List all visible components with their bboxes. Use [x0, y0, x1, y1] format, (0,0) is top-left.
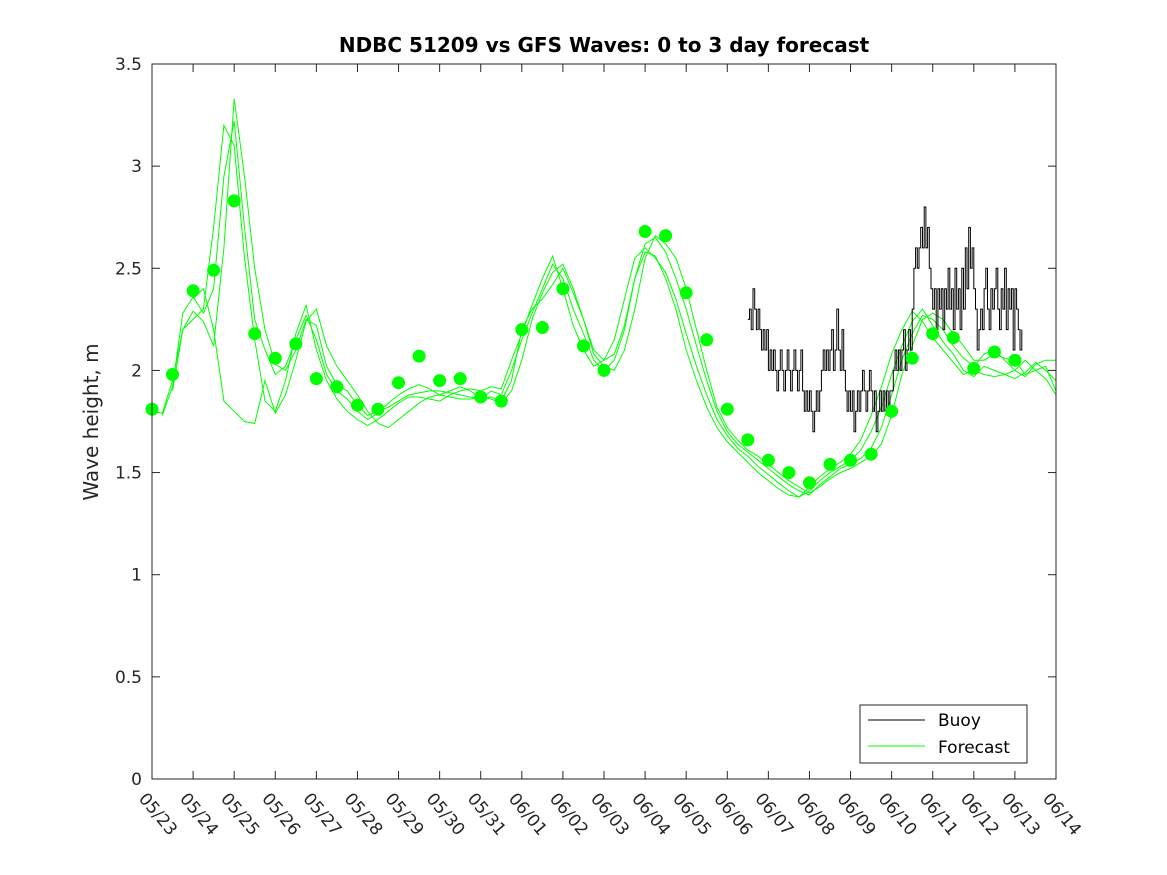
- chart-title: NDBC 51209 vs GFS Waves: 0 to 3 day fore…: [339, 33, 870, 57]
- forecast-marker-42: [1008, 353, 1022, 367]
- forecast-marker-33: [823, 457, 837, 471]
- legend-box: [859, 704, 1028, 764]
- y-tick-label: 2: [131, 361, 142, 381]
- y-tick-label: 3.5: [115, 55, 142, 75]
- forecast-marker-40: [967, 361, 981, 375]
- forecast-marker-23: [597, 363, 611, 377]
- forecast-marker-3: [186, 284, 200, 298]
- forecast-marker-9: [309, 372, 323, 386]
- forecast-marker-34: [844, 453, 857, 467]
- forecast-markers: [145, 194, 1022, 490]
- forecast-marker-12: [371, 402, 385, 416]
- forecast-marker-38: [926, 327, 940, 341]
- forecast-marker-16: [453, 372, 467, 386]
- forecast-marker-20: [535, 321, 549, 334]
- buoy-lines: [747, 206, 1023, 433]
- forecast-marker-15: [433, 374, 447, 388]
- forecast-marker-36: [885, 404, 899, 418]
- forecast-marker-39: [946, 331, 960, 345]
- forecast-marker-25: [659, 229, 673, 243]
- y-tick-label: 0: [131, 770, 142, 790]
- forecast-marker-26: [679, 286, 693, 300]
- buoy-line: [747, 206, 1023, 433]
- forecast-marker-22: [577, 339, 590, 353]
- forecast-marker-24: [638, 225, 652, 238]
- forecast-marker-13: [392, 376, 405, 390]
- forecast-marker-28: [720, 402, 734, 416]
- forecast-marker-27: [700, 333, 714, 347]
- forecast-marker-5: [227, 194, 241, 208]
- y-tick-label: 1: [131, 566, 142, 586]
- forecast-marker-18: [494, 394, 508, 408]
- legend-forecast-label: Forecast: [938, 738, 1010, 758]
- forecast-marker-17: [474, 390, 488, 404]
- forecast-marker-41: [987, 345, 1001, 359]
- y-axis-label: Wave height, m: [79, 343, 103, 500]
- legend-buoy-label: Buoy: [938, 711, 981, 731]
- y-tick-label: 1.5: [115, 464, 142, 484]
- forecast-marker-8: [289, 337, 303, 351]
- forecast-marker-31: [782, 466, 796, 480]
- forecast-marker-14: [412, 349, 426, 363]
- forecast-marker-32: [803, 476, 816, 490]
- forecast-marker-10: [330, 380, 344, 394]
- forecast-marker-21: [556, 282, 570, 296]
- y-tick-label: 3: [131, 157, 142, 177]
- forecast-marker-11: [351, 398, 364, 412]
- forecast-marker-19: [515, 323, 529, 337]
- forecast-marker-4: [207, 263, 221, 277]
- forecast-marker-2: [166, 368, 179, 381]
- forecast-marker-35: [864, 447, 878, 461]
- y-tick-label: 2.5: [115, 259, 142, 279]
- forecast-marker-30: [761, 453, 775, 467]
- legend: Buoy Forecast: [859, 704, 1028, 764]
- forecast-marker-37: [905, 351, 919, 365]
- forecast-marker-7: [268, 351, 282, 365]
- forecast-marker-6: [248, 327, 262, 341]
- y-tick-label: 0.5: [115, 668, 142, 688]
- forecast-marker-29: [741, 433, 755, 447]
